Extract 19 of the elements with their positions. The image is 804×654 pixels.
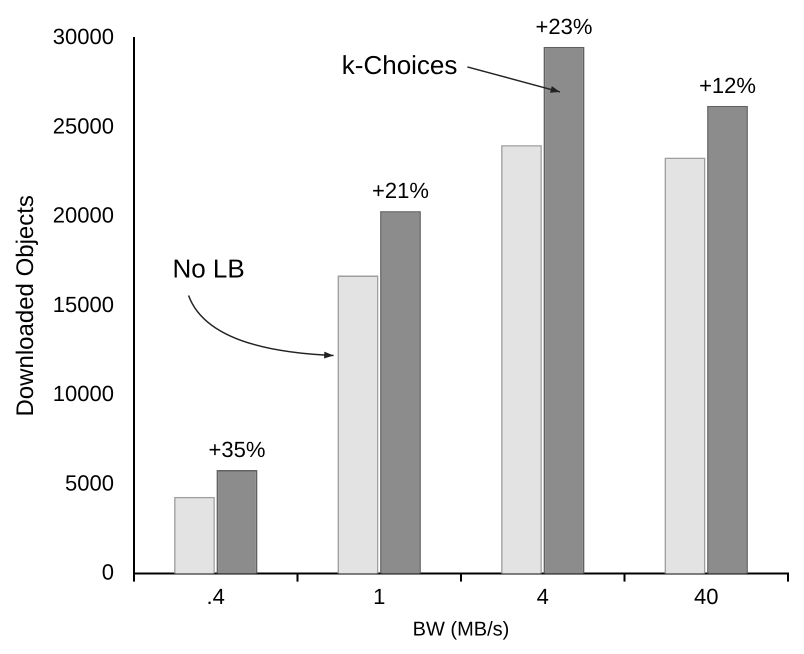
x-tick-label: .4 xyxy=(206,584,225,609)
y-axis-title: Downloaded Objects xyxy=(12,195,40,417)
annotation: +12% xyxy=(699,72,756,98)
y-tick-label: 5000 xyxy=(65,470,114,496)
annotation: +23% xyxy=(536,14,592,39)
annotation: +35% xyxy=(208,437,266,462)
x-tick-label: 40 xyxy=(694,584,718,609)
y-tick-label: 25000 xyxy=(52,113,114,138)
annotation: +21% xyxy=(372,178,429,204)
x-tick-label: 1 xyxy=(373,584,386,609)
x-axis-title: BW (MB/s) xyxy=(412,618,510,641)
y-tick-label: 0 xyxy=(102,560,114,585)
y-tick-label: 10000 xyxy=(52,381,114,406)
text: No LB xyxy=(172,254,245,284)
y-tick-label: 15000 xyxy=(52,292,114,317)
x-tick-label: 4 xyxy=(536,584,549,609)
y-tick-label: 30000 xyxy=(52,24,114,50)
text: k-Choices xyxy=(342,50,458,80)
y-tick-label: 20000 xyxy=(52,202,114,228)
